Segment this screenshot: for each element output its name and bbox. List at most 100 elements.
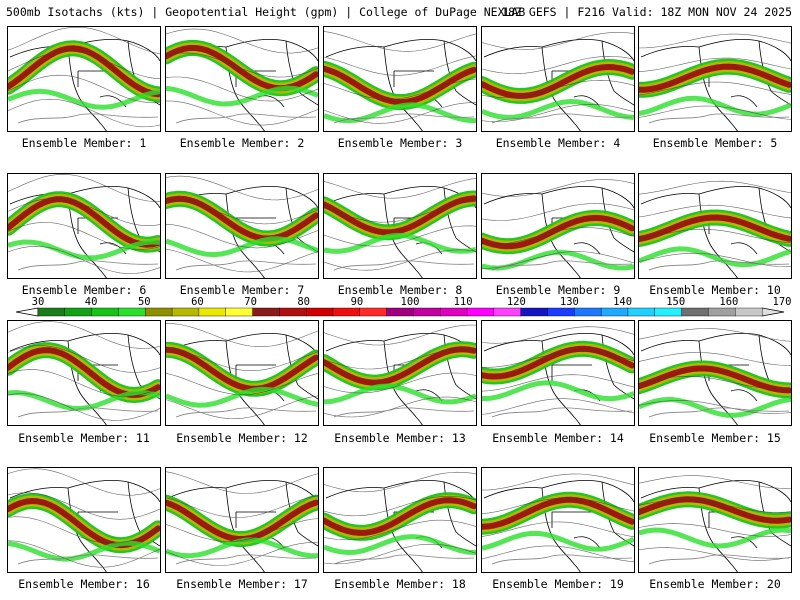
height-contour	[166, 542, 318, 566]
height-contour	[482, 79, 634, 99]
coastline-outline	[640, 39, 791, 131]
member-caption: Ensemble Member: 14	[492, 431, 624, 445]
height-contour	[166, 471, 318, 494]
colorbar-tick-label: 40	[85, 297, 98, 308]
height-contour	[482, 55, 634, 75]
height-contour	[639, 352, 791, 366]
height-contour	[166, 76, 318, 102]
height-contour	[482, 203, 634, 221]
height-contour-gray	[175, 260, 317, 271]
colorbar-bin	[332, 307, 361, 317]
colorbar-tick-label: 110	[454, 297, 473, 308]
colorbar-bins	[15, 307, 785, 317]
isotach-band-secondary	[8, 540, 160, 562]
colorbar-bin	[440, 307, 468, 317]
member-caption: Ensemble Member: 10	[649, 283, 781, 297]
member-caption: Ensemble Member: 4	[495, 136, 621, 150]
isotach-band-secondary	[639, 396, 791, 418]
height-contour	[324, 102, 476, 124]
isotach-band	[482, 214, 634, 250]
height-contour-gray	[17, 113, 159, 124]
height-contour	[482, 473, 634, 491]
height-contour	[8, 174, 160, 202]
member-caption: Ensemble Member: 11	[18, 431, 150, 445]
colorbar-bin	[493, 307, 522, 317]
isotach-band	[639, 63, 791, 93]
isotach-band-secondary	[482, 530, 634, 552]
height-contour	[639, 81, 791, 96]
height-contour	[166, 175, 318, 201]
member-map	[8, 321, 160, 425]
member-map	[324, 31, 476, 131]
colorbar-bin	[600, 307, 629, 317]
colorbar-bin	[225, 307, 254, 317]
height-contour	[324, 31, 476, 52]
colorbar-tick-label: 130	[560, 297, 579, 308]
height-contour-gray	[175, 113, 317, 124]
height-contour	[8, 198, 160, 227]
height-contour	[166, 248, 318, 273]
height-contour	[8, 222, 160, 250]
isotach-band-secondary	[639, 95, 791, 117]
ensemble-panel	[165, 467, 319, 573]
height-contour	[324, 55, 476, 76]
colorbar-tick-label: 90	[351, 297, 364, 308]
colorbar-bin	[734, 307, 763, 317]
height-contour	[482, 227, 634, 245]
height-contour	[166, 373, 318, 396]
height-contour	[324, 201, 476, 223]
height-contour	[166, 28, 318, 54]
isotach-band-secondary	[324, 534, 476, 556]
isotach-band	[639, 214, 791, 243]
isotach-band	[324, 65, 476, 106]
member-caption: Ensemble Member: 9	[495, 283, 621, 297]
height-contour	[639, 328, 791, 342]
height-contour	[482, 104, 634, 123]
member-caption: Ensemble Member: 16	[18, 577, 150, 591]
ensemble-panel	[323, 467, 477, 573]
member-caption: Ensemble Member: 13	[334, 431, 466, 445]
height-contour	[8, 468, 160, 496]
colorbar-bin	[279, 307, 307, 317]
isotach-band-secondary	[166, 85, 318, 107]
height-contour	[324, 495, 476, 517]
height-contour	[324, 396, 476, 418]
header-title: 500mb Isotachs (kts) | Geopotential Heig…	[6, 5, 526, 19]
ensemble-panel	[7, 467, 161, 573]
colorbar-bin	[198, 307, 227, 317]
height-contour	[324, 249, 476, 271]
colorbar-bin	[574, 307, 602, 317]
height-contour	[324, 372, 476, 394]
coastline-outline	[483, 333, 634, 425]
height-contour	[324, 543, 476, 565]
member-caption: Ensemble Member: 3	[337, 136, 463, 150]
height-contour	[639, 180, 791, 195]
member-caption: Ensemble Member: 19	[492, 577, 624, 591]
isotach-band-secondary	[8, 239, 160, 261]
member-caption: Ensemble Member: 8	[337, 283, 463, 297]
colorbar-bin	[413, 307, 441, 317]
isotach-band-secondary	[639, 527, 791, 549]
isotach-band-secondary	[166, 386, 318, 408]
isotach-band-secondary	[324, 383, 476, 405]
coastline-outline	[483, 480, 634, 572]
member-caption: Ensemble Member: 7	[179, 283, 305, 297]
member-caption: Ensemble Member: 5	[652, 136, 778, 150]
height-contour-gray	[333, 554, 475, 565]
height-contour	[639, 523, 791, 537]
height-contour	[166, 199, 318, 225]
ensemble-panel	[165, 320, 319, 426]
member-caption: Ensemble Member: 18	[334, 577, 466, 591]
height-contour-gray	[491, 260, 633, 271]
colorbar-bin	[118, 307, 146, 317]
isotach-band	[639, 365, 791, 394]
member-map	[639, 33, 791, 131]
isotach-band-secondary	[482, 98, 634, 120]
height-contour	[8, 321, 160, 349]
height-contour	[324, 225, 476, 247]
member-map	[324, 471, 476, 572]
height-contour	[166, 347, 318, 372]
isotach-band	[639, 212, 791, 245]
ensemble-panel	[481, 320, 635, 426]
ensemble-panel	[165, 26, 319, 132]
